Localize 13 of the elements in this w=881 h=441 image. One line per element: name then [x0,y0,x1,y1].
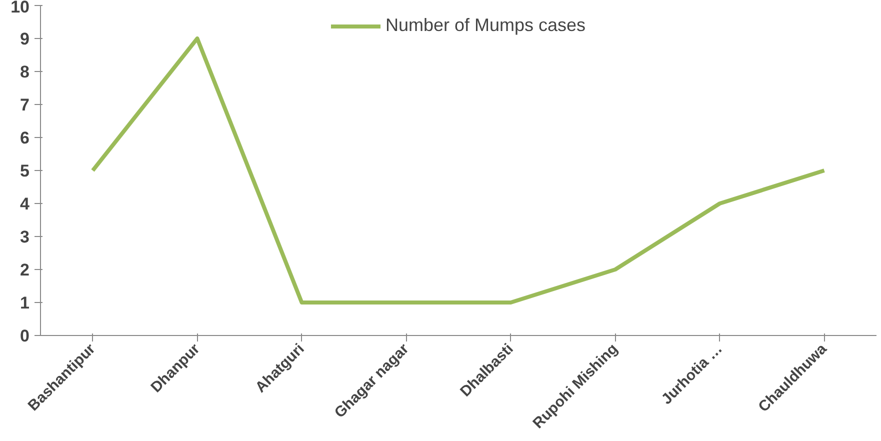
y-tick-label: 8 [20,62,30,82]
y-tick-label: 4 [20,194,30,214]
line-series [90,36,826,304]
y-tick-label: 5 [20,162,30,180]
y-tick-label: 6 [20,128,30,148]
legend-label: Number of Mumps cases [385,15,586,36]
y-tick-label: 7 [20,96,30,114]
y-tick-label: 3 [20,228,30,246]
y-tick-label: 10 [10,0,30,16]
y-tick-label: 1 [20,294,30,312]
y-tick-label: 0 [20,326,30,346]
y-tick-label: 2 [20,260,30,280]
y-tick-label: 9 [20,30,30,48]
